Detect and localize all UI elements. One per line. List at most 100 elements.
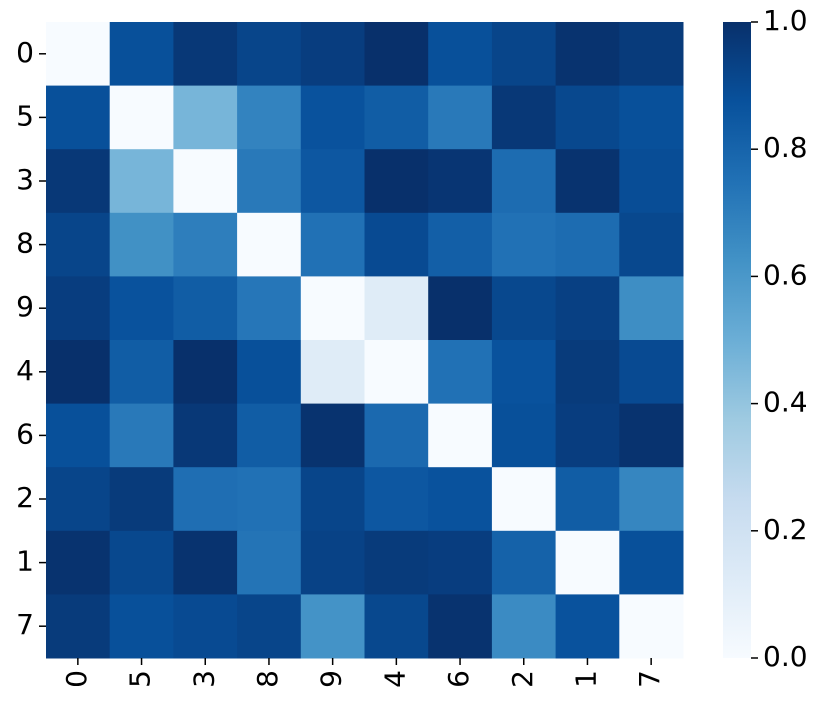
heatmap-cell [46, 467, 111, 532]
heatmap-cell [555, 530, 620, 595]
heatmap-cell [300, 403, 365, 468]
heatmap-cell [300, 594, 365, 659]
x-tick-label: 5 [124, 670, 157, 688]
heatmap-cell [619, 530, 684, 595]
heatmap-cell [173, 149, 238, 214]
heatmap-cell [428, 594, 493, 659]
y-tick-label: 9 [16, 290, 34, 323]
heatmap-cell [109, 276, 174, 341]
heatmap-cell [46, 212, 111, 277]
heatmap-cell [237, 212, 302, 277]
heatmap-cell [619, 149, 684, 214]
y-tick-label: 5 [16, 99, 34, 132]
x-tick-label: 7 [633, 670, 666, 688]
heatmap-cell [619, 22, 684, 87]
heatmap-cell [46, 530, 111, 595]
y-tick-label: 6 [16, 417, 34, 450]
x-tick-label: 8 [251, 670, 284, 688]
heatmap-cell [46, 276, 111, 341]
y-tick-label: 8 [16, 227, 34, 260]
x-tick-label: 3 [187, 670, 220, 688]
heatmap-cell [364, 403, 429, 468]
heatmap-cell [428, 276, 493, 341]
heatmap-cell [173, 530, 238, 595]
heatmap-cell [428, 85, 493, 150]
heatmap-cell [364, 149, 429, 214]
heatmap-cell [46, 85, 111, 150]
heatmap-cell [173, 276, 238, 341]
heatmap-cell [109, 85, 174, 150]
heatmap-cell [300, 85, 365, 150]
heatmap-cell [491, 340, 557, 405]
heatmap-cell [109, 594, 174, 659]
heatmap-cell [555, 403, 620, 468]
heatmap-cell [491, 149, 557, 214]
y-tick-label: 1 [16, 545, 34, 578]
heatmap-cell [364, 22, 429, 87]
heatmap-cell [491, 594, 557, 659]
heatmap-cell [491, 467, 557, 532]
heatmap-cell [173, 403, 238, 468]
y-tick-label: 3 [16, 163, 34, 196]
heatmap-cell [46, 149, 111, 214]
heatmap-cell [173, 22, 238, 87]
heatmap-cell [46, 22, 111, 87]
heatmap-cell [237, 149, 302, 214]
heatmap-cell [364, 530, 429, 595]
y-tick-label: 4 [16, 354, 34, 387]
heatmap-cell [364, 212, 429, 277]
heatmap-cell [46, 340, 111, 405]
heatmap-cell [619, 85, 684, 150]
heatmap-cell [300, 149, 365, 214]
heatmap-cell [109, 149, 174, 214]
heatmap-cell [428, 22, 493, 87]
x-tick-label: 6 [442, 670, 475, 688]
y-tick-label: 2 [16, 481, 34, 514]
heatmap-cell [491, 530, 557, 595]
heatmap-cell [619, 467, 684, 532]
colorbar-tick-label: 0.2 [763, 513, 808, 546]
heatmap-cell [555, 467, 620, 532]
heatmap-cell [491, 403, 557, 468]
heatmap-cell [364, 340, 429, 405]
x-tick-label: 4 [378, 670, 411, 688]
colorbar [723, 22, 751, 658]
heatmap-cell [173, 85, 238, 150]
heatmap-cell [237, 276, 302, 341]
colorbar-tick-label: 0.6 [763, 258, 808, 291]
heatmap-cell [46, 594, 111, 659]
heatmap-cell [428, 530, 493, 595]
y-tick-label: 0 [16, 36, 34, 69]
heatmap-cell [619, 276, 684, 341]
heatmap-cell [555, 22, 620, 87]
heatmap-cell [428, 403, 493, 468]
heatmap-cell [364, 85, 429, 150]
heatmap-cell [300, 467, 365, 532]
colorbar-tick-label: 0.8 [763, 131, 808, 164]
heatmap-cell [237, 530, 302, 595]
heatmap-cell [364, 276, 429, 341]
heatmap-cell [428, 467, 493, 532]
heatmap-cell [109, 340, 174, 405]
heatmap-cell [237, 340, 302, 405]
heatmap-cell [237, 403, 302, 468]
heatmap-cell [555, 85, 620, 150]
colorbar-tick-label: 0.4 [763, 386, 808, 419]
heatmap-cell [300, 212, 365, 277]
colorbar-tick-label: 0.0 [763, 640, 808, 673]
heatmap-cell [491, 212, 557, 277]
x-tick-label: 2 [506, 670, 539, 688]
heatmap-cell [300, 530, 365, 595]
heatmap-cell [300, 276, 365, 341]
heatmap-cell [237, 467, 302, 532]
heatmap-cell [173, 340, 238, 405]
heatmap-cell [619, 340, 684, 405]
heatmap-cell [364, 594, 429, 659]
heatmap-cell [109, 530, 174, 595]
heatmap-cell [555, 276, 620, 341]
heatmap-cell [619, 403, 684, 468]
heatmap-cell [109, 403, 174, 468]
y-tick-label: 7 [16, 608, 34, 641]
heatmap-cell [555, 212, 620, 277]
